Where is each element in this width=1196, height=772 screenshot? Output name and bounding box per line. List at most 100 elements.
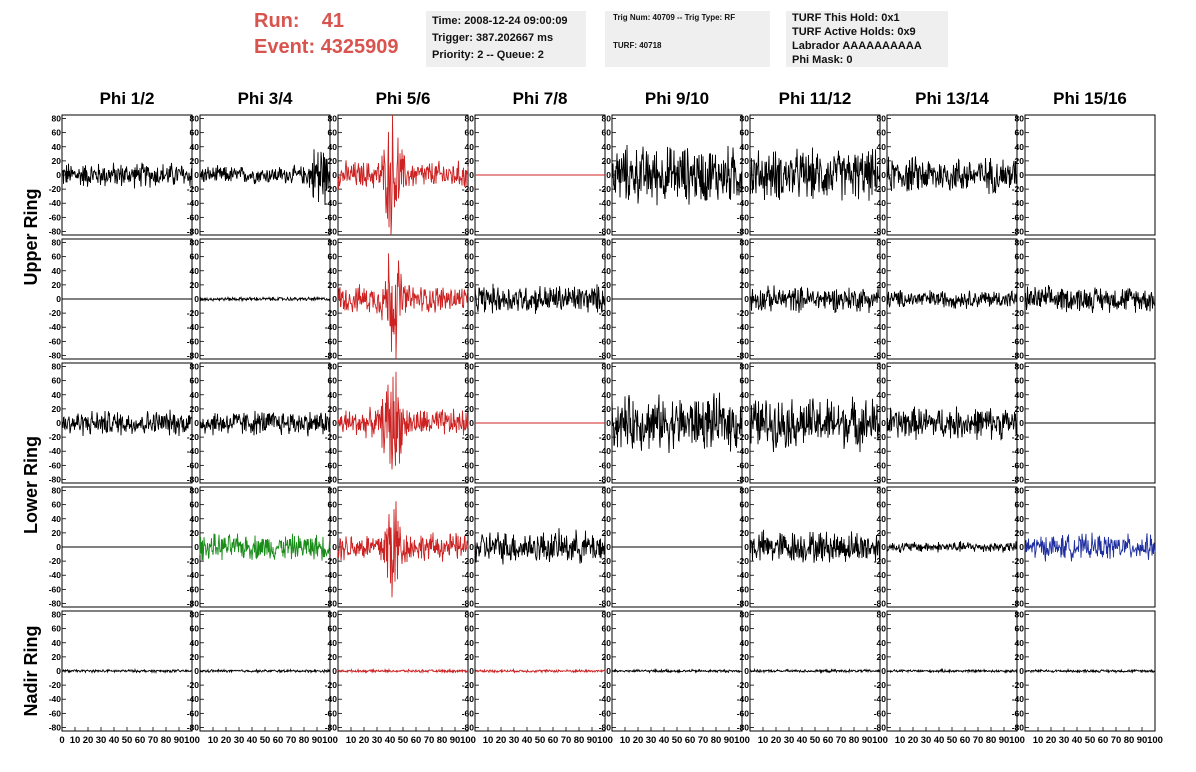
y-tick-label: 40 bbox=[877, 638, 887, 648]
y-tick-label: 60 bbox=[52, 252, 62, 262]
y-tick-label: 40 bbox=[328, 638, 338, 648]
y-tick-label: -60 bbox=[1012, 708, 1025, 718]
y-tick-label: 60 bbox=[190, 252, 200, 262]
y-tick-label: -60 bbox=[325, 336, 338, 346]
y-tick-label: 0 bbox=[56, 418, 61, 428]
y-tick-label: 0 bbox=[1019, 294, 1024, 304]
y-tick-label: 40 bbox=[740, 390, 750, 400]
y-tick-label: -20 bbox=[1012, 680, 1025, 690]
column-title: Phi 7/8 bbox=[513, 89, 568, 108]
x-tick-label: 90 bbox=[724, 735, 735, 746]
y-tick-label: -80 bbox=[874, 474, 887, 484]
x-tick-label: 70 bbox=[973, 735, 984, 746]
y-tick-label: 60 bbox=[328, 376, 338, 386]
y-tick-label: -60 bbox=[1012, 584, 1025, 594]
y-tick-label: 20 bbox=[877, 404, 887, 414]
y-tick-label: -60 bbox=[187, 336, 200, 346]
y-tick-label: -20 bbox=[187, 432, 200, 442]
y-tick-label: -60 bbox=[325, 584, 338, 594]
y-tick-label: -40 bbox=[325, 198, 338, 208]
y-tick-label: 20 bbox=[190, 280, 200, 290]
y-tick-label: 80 bbox=[465, 238, 475, 248]
x-tick-label: 90 bbox=[862, 735, 873, 746]
y-tick-label: -80 bbox=[737, 474, 750, 484]
waveform-trace bbox=[337, 667, 469, 674]
y-tick-label: 80 bbox=[190, 238, 200, 248]
x-tick-label: 20 bbox=[633, 735, 644, 746]
y-tick-label: 0 bbox=[332, 294, 337, 304]
x-tick-label: 80 bbox=[1124, 735, 1135, 746]
y-tick-label: -80 bbox=[187, 474, 200, 484]
x-tick-label: 60 bbox=[960, 735, 971, 746]
y-tick-label: 0 bbox=[881, 666, 886, 676]
y-tick-label: 0 bbox=[1019, 418, 1024, 428]
waveform-trace bbox=[749, 396, 881, 453]
y-tick-label: 0 bbox=[56, 542, 61, 552]
y-tick-label: -20 bbox=[187, 184, 200, 194]
trig-num-box: Trig Num: 40709 -- Trig Type: RF TURF: 4… bbox=[605, 11, 770, 67]
y-tick-label: 20 bbox=[328, 404, 338, 414]
x-tick-label: 80 bbox=[986, 735, 997, 746]
y-tick-label: -40 bbox=[737, 198, 750, 208]
x-tick-label: 80 bbox=[849, 735, 860, 746]
x-tick-label: 100 bbox=[460, 735, 476, 746]
y-tick-label: -20 bbox=[599, 184, 612, 194]
y-tick-label: -80 bbox=[187, 722, 200, 732]
y-tick-label: 0 bbox=[606, 666, 611, 676]
y-tick-label: 80 bbox=[328, 238, 338, 248]
x-tick-label: 60 bbox=[135, 735, 146, 746]
x-tick-label: 60 bbox=[273, 735, 284, 746]
y-tick-label: -20 bbox=[1012, 556, 1025, 566]
x-tick-label: 80 bbox=[299, 735, 310, 746]
y-tick-label: -80 bbox=[874, 350, 887, 360]
y-tick-label: 20 bbox=[602, 156, 612, 166]
y-tick-label: 20 bbox=[328, 652, 338, 662]
y-tick-label: 20 bbox=[602, 404, 612, 414]
ring-label: Upper Ring bbox=[21, 189, 41, 286]
y-tick-label: -60 bbox=[187, 708, 200, 718]
y-tick-label: -60 bbox=[874, 336, 887, 346]
y-tick-label: 80 bbox=[52, 114, 62, 124]
y-tick-label: -20 bbox=[874, 308, 887, 318]
y-tick-label: 60 bbox=[877, 624, 887, 634]
y-tick-label: -20 bbox=[325, 556, 338, 566]
y-tick-label: 0 bbox=[744, 170, 749, 180]
waveform-trace bbox=[199, 149, 331, 205]
y-tick-label: -40 bbox=[874, 694, 887, 704]
waveform-trace bbox=[199, 410, 331, 437]
x-tick-label: 60 bbox=[685, 735, 696, 746]
y-tick-label: 0 bbox=[744, 418, 749, 428]
y-tick-label: 20 bbox=[1015, 404, 1025, 414]
y-tick-label: -40 bbox=[874, 570, 887, 580]
y-tick-label: -60 bbox=[325, 212, 338, 222]
y-tick-label: -60 bbox=[599, 336, 612, 346]
y-tick-label: 60 bbox=[1015, 128, 1025, 138]
y-tick-label: 40 bbox=[465, 514, 475, 524]
y-tick-label: 80 bbox=[740, 486, 750, 496]
y-tick-label: 20 bbox=[465, 652, 475, 662]
x-tick-label: 50 bbox=[1085, 735, 1096, 746]
y-tick-label: 40 bbox=[740, 266, 750, 276]
x-tick-label: 70 bbox=[286, 735, 297, 746]
y-tick-label: 40 bbox=[1015, 266, 1025, 276]
x-tick-label: 40 bbox=[659, 735, 670, 746]
y-tick-label: 40 bbox=[190, 638, 200, 648]
y-tick-label: 80 bbox=[740, 362, 750, 372]
y-tick-label: 0 bbox=[469, 294, 474, 304]
waveform-trace bbox=[749, 529, 881, 563]
y-tick-label: -40 bbox=[325, 446, 338, 456]
y-tick-label: -20 bbox=[325, 432, 338, 442]
y-tick-label: -60 bbox=[187, 460, 200, 470]
x-tick-label: 30 bbox=[646, 735, 657, 746]
y-tick-label: 40 bbox=[602, 266, 612, 276]
column-title: Phi 11/12 bbox=[779, 89, 852, 108]
y-tick-label: 60 bbox=[877, 376, 887, 386]
y-tick-label: 60 bbox=[52, 624, 62, 634]
y-tick-label: 20 bbox=[602, 528, 612, 538]
y-tick-label: 40 bbox=[465, 390, 475, 400]
y-tick-label: 20 bbox=[465, 280, 475, 290]
y-tick-label: 0 bbox=[194, 170, 199, 180]
y-tick-label: 0 bbox=[744, 542, 749, 552]
y-tick-label: 40 bbox=[740, 638, 750, 648]
waveform-trace bbox=[199, 295, 331, 303]
